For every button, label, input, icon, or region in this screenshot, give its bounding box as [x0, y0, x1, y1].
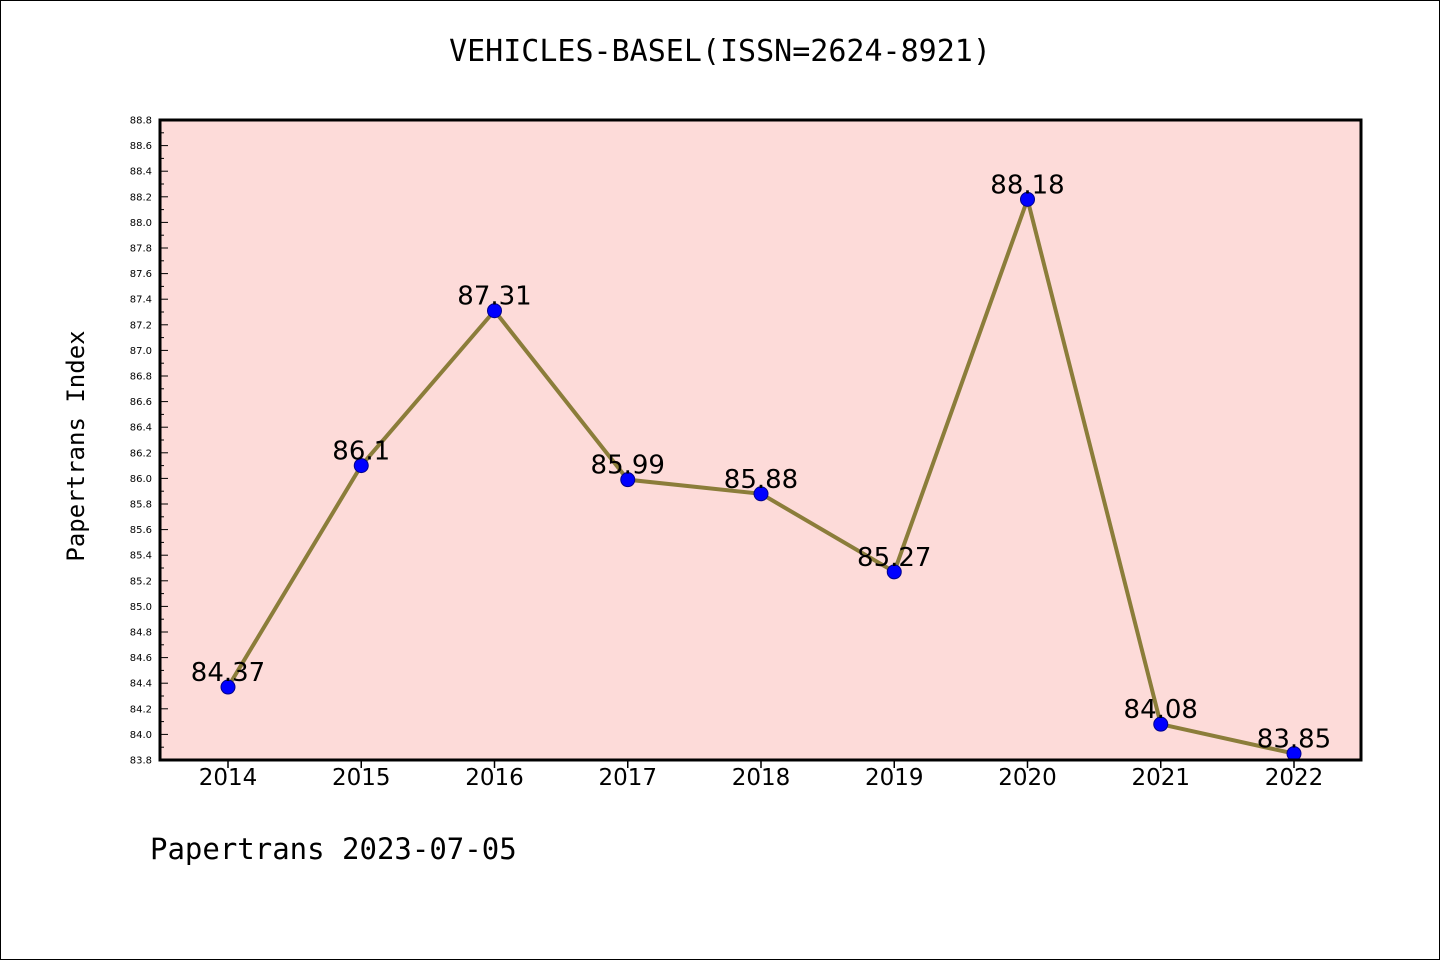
- data-point: [487, 303, 502, 319]
- data-point: [620, 472, 636, 488]
- data-label: 87.31: [457, 282, 531, 312]
- x-tick-label: 2020: [998, 765, 1057, 791]
- y-tick-label: 86.4: [130, 423, 152, 434]
- plot-area: [160, 120, 1361, 760]
- y-tick-label: 86.0: [130, 474, 152, 485]
- y-tick-label: 87.0: [130, 346, 152, 357]
- data-point: [886, 564, 902, 580]
- y-tick-label: 83.8: [130, 756, 152, 767]
- y-tick-label: 84.6: [130, 653, 152, 664]
- y-tick-label: 88.8: [130, 116, 152, 127]
- y-tick-label: 86.6: [130, 397, 152, 408]
- y-tick-label: 85.2: [130, 576, 152, 587]
- y-tick-label: 87.2: [130, 320, 152, 331]
- data-label: 84.08: [1124, 695, 1198, 725]
- data-label: 85.27: [857, 543, 931, 573]
- y-tick-label: 84.8: [130, 628, 152, 639]
- x-tick-label: 2018: [732, 765, 791, 791]
- y-tick-label: 87.4: [130, 295, 152, 306]
- x-tick-label: 2022: [1265, 765, 1324, 791]
- data-point: [1020, 191, 1035, 207]
- data-label: 85.99: [591, 451, 665, 481]
- data-label: 88.18: [990, 170, 1064, 200]
- y-tick-label: 86.2: [130, 448, 152, 459]
- data-point: [220, 679, 236, 695]
- y-tick-label: 86.8: [130, 372, 152, 383]
- data-labels: 84.37 86.1 87.31 85.99 85.88 85.27 88.18 84.08 8…: [191, 170, 1331, 754]
- x-tick-label: 2014: [199, 765, 258, 791]
- data-label: 84.37: [191, 658, 265, 688]
- data-point: [753, 486, 769, 502]
- y-tick-label: 84.0: [130, 730, 152, 741]
- chart-title: VEHICLES-BASEL(ISSN=2624-8921): [449, 34, 991, 69]
- data-point: [1153, 716, 1169, 732]
- x-tick-label: 2016: [465, 765, 524, 791]
- x-axis: 2014 2015 2016 2017 2018 2019 2020 2021 2022: [199, 760, 1324, 791]
- y-tick-label: 87.6: [130, 269, 152, 280]
- y-tick-label: 84.4: [130, 679, 152, 690]
- y-tick-label: 85.4: [130, 551, 152, 562]
- y-tick-label: 87.8: [130, 244, 152, 255]
- x-tick-label: 2021: [1131, 765, 1190, 791]
- data-label: 85.88: [724, 465, 798, 495]
- x-tick-label: 2017: [598, 765, 657, 791]
- y-tick-label: 85.0: [130, 602, 152, 613]
- y-tick-label: 88.0: [130, 218, 152, 229]
- data-point: [353, 458, 369, 474]
- y-tick-label: 88.6: [130, 141, 152, 152]
- markers: [220, 191, 1302, 762]
- data-label: 86.1: [332, 437, 390, 467]
- y-tick-label: 85.6: [130, 525, 152, 536]
- y-tick-label: 84.2: [130, 704, 152, 715]
- data-label: 83.85: [1257, 725, 1331, 755]
- plot-border: [158, 118, 1363, 762]
- footer-text: Papertrans 2023-07-05: [150, 832, 517, 866]
- y-tick-label: 88.2: [130, 192, 152, 203]
- x-tick-label: 2015: [332, 765, 391, 791]
- x-tick-label: 2019: [865, 765, 924, 791]
- y-tick-label: 88.4: [130, 167, 152, 178]
- y-tick-label: 85.8: [130, 500, 152, 511]
